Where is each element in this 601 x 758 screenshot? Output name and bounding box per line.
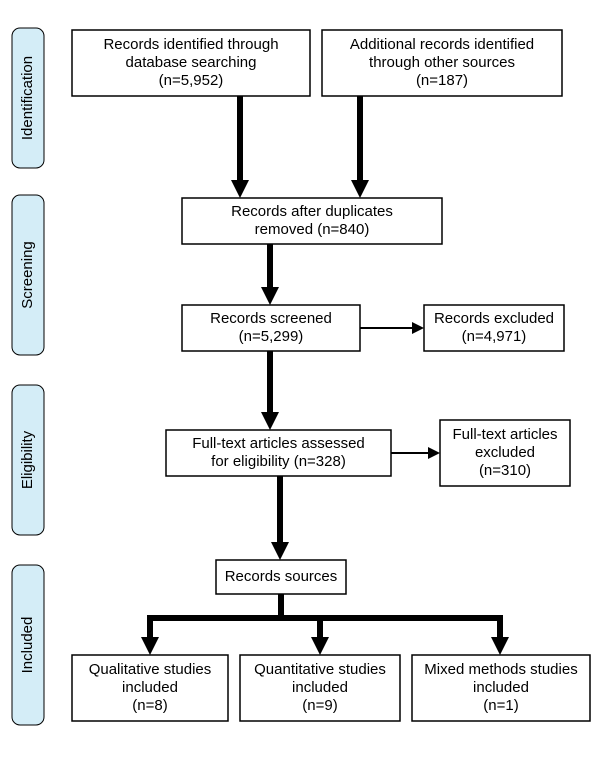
node-mixed-line-2: (n=1) (483, 697, 518, 714)
node-quant-line-0: Quantitative studies (254, 661, 386, 678)
prisma-flowchart: Identification Screening Eligibility Includ… (0, 0, 601, 758)
phase-label-eligibility: Eligibility (19, 430, 36, 489)
node-quant-line-2: (n=9) (302, 697, 337, 714)
phase-label-included: Included (19, 617, 36, 674)
node-dups-line-0: Records after duplicates (231, 203, 393, 220)
node-qual-line-2: (n=8) (132, 697, 167, 714)
node-excluded1-line-0: Records excluded (434, 310, 554, 327)
node-other-line-1: through other sources (369, 54, 515, 71)
node-excluded1-line-1: (n=4,971) (462, 328, 527, 345)
node-dups-line-1: removed (n=840) (255, 221, 370, 238)
node-excluded2-line-1: excluded (475, 444, 535, 461)
node-sources-line-0: Records sources (225, 568, 338, 585)
node-db-line-2: (n=5,952) (159, 72, 224, 89)
node-qual-line-1: included (122, 679, 178, 696)
phase-label-screening: Screening (19, 241, 36, 309)
node-mixed-line-1: included (473, 679, 529, 696)
phase-label-identification: Identification (19, 56, 36, 140)
node-excluded2-line-0: Full-text articles (452, 426, 557, 443)
node-other-line-2: (n=187) (416, 72, 468, 89)
node-screened-line-0: Records screened (210, 310, 332, 327)
node-mixed-line-0: Mixed methods studies (424, 661, 577, 678)
node-fulltext-line-1: for eligibility (n=328) (211, 453, 346, 470)
node-excluded2-line-2: (n=310) (479, 462, 531, 479)
node-fulltext-line-0: Full-text articles assessed (192, 435, 365, 452)
node-qual-line-0: Qualitative studies (89, 661, 212, 678)
node-db-line-0: Records identified through (103, 36, 278, 53)
node-quant-line-1: included (292, 679, 348, 696)
node-db-line-1: database searching (126, 54, 257, 71)
node-screened-line-1: (n=5,299) (239, 328, 304, 345)
node-other-line-0: Additional records identified (350, 36, 534, 53)
